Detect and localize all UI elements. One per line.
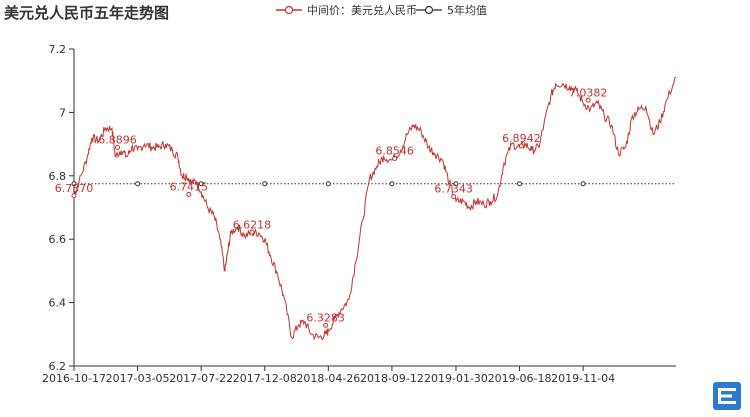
- data-point-marker: [186, 191, 192, 197]
- data-label: 6.6218: [233, 218, 272, 231]
- data-point-marker: [249, 229, 255, 235]
- data-label: 6.7370: [55, 182, 94, 195]
- x-tick-label: 2019-01-30: [424, 372, 488, 385]
- y-tick-label: 6.4: [49, 297, 67, 310]
- legend-item-midprice[interactable]: 中间价：美元兑人民币: [276, 2, 417, 18]
- average-line-group: [71, 181, 676, 187]
- series-line-group: [73, 77, 677, 341]
- data-point-marker: [323, 322, 329, 328]
- average-marker: [517, 181, 523, 187]
- y-tick-label: 7: [59, 106, 66, 119]
- x-tick-label: 2018-09-12: [360, 372, 424, 385]
- data-point-marker: [451, 194, 457, 200]
- legend-item-5yr-average[interactable]: 5年均值: [416, 2, 487, 18]
- average-marker: [389, 181, 395, 187]
- average-marker: [262, 181, 268, 187]
- y-tick-label: 7.2: [49, 43, 67, 56]
- x-tick-label: 2016-10-17: [42, 372, 106, 385]
- average-marker: [453, 181, 459, 187]
- x-tick-label: 2017-07-22: [169, 372, 233, 385]
- y-tick-label: 6.8: [49, 170, 67, 183]
- average-marker: [71, 181, 77, 187]
- data-label-group: 6.7370 6.8896 6.7415 6.6218 6.3283 6.8546 6.73…: [55, 86, 608, 328]
- average-marker: [135, 181, 141, 187]
- legend-label-5yr-average: 5年均值: [447, 4, 487, 17]
- legend-swatch-line-icon: [276, 5, 302, 15]
- series-line-midprice: [73, 77, 677, 341]
- x-tick-label: 2018-04-26: [296, 372, 360, 385]
- data-point-marker: [585, 97, 591, 103]
- data-point-marker: [114, 144, 120, 150]
- data-label: 6.8942: [502, 132, 541, 145]
- average-marker: [580, 181, 586, 187]
- data-point-marker: [71, 193, 77, 199]
- x-tick-label: 2019-11-04: [551, 372, 615, 385]
- legend-label-midprice: 中间价：美元兑人民币: [307, 4, 417, 17]
- legend-swatch-average-icon: [416, 5, 442, 15]
- data-label: 6.7415: [170, 180, 209, 193]
- data-point-marker: [518, 143, 524, 149]
- average-marker: [325, 181, 331, 187]
- data-label: 6.8896: [98, 133, 137, 146]
- legend: 中间价：美元兑人民币 5年均值: [0, 0, 750, 20]
- data-label: 6.7343: [434, 183, 473, 196]
- data-point-marker: [392, 155, 398, 161]
- y-tick-label: 6.2: [49, 360, 67, 373]
- x-tick-label: 2017-12-08: [233, 372, 297, 385]
- data-label: 6.3283: [306, 311, 345, 324]
- data-label: 7.0382: [569, 86, 608, 99]
- average-marker: [198, 181, 204, 187]
- y-tick-label: 6.6: [49, 233, 67, 246]
- chart-title: 美元兑人民币五年走势图: [4, 4, 170, 22]
- data-label: 6.8546: [375, 144, 414, 157]
- brand-e-logo-icon: [713, 382, 741, 410]
- x-tick-label: 2017-03-05: [106, 372, 170, 385]
- x-tick-label: 2019-06-18: [488, 372, 552, 385]
